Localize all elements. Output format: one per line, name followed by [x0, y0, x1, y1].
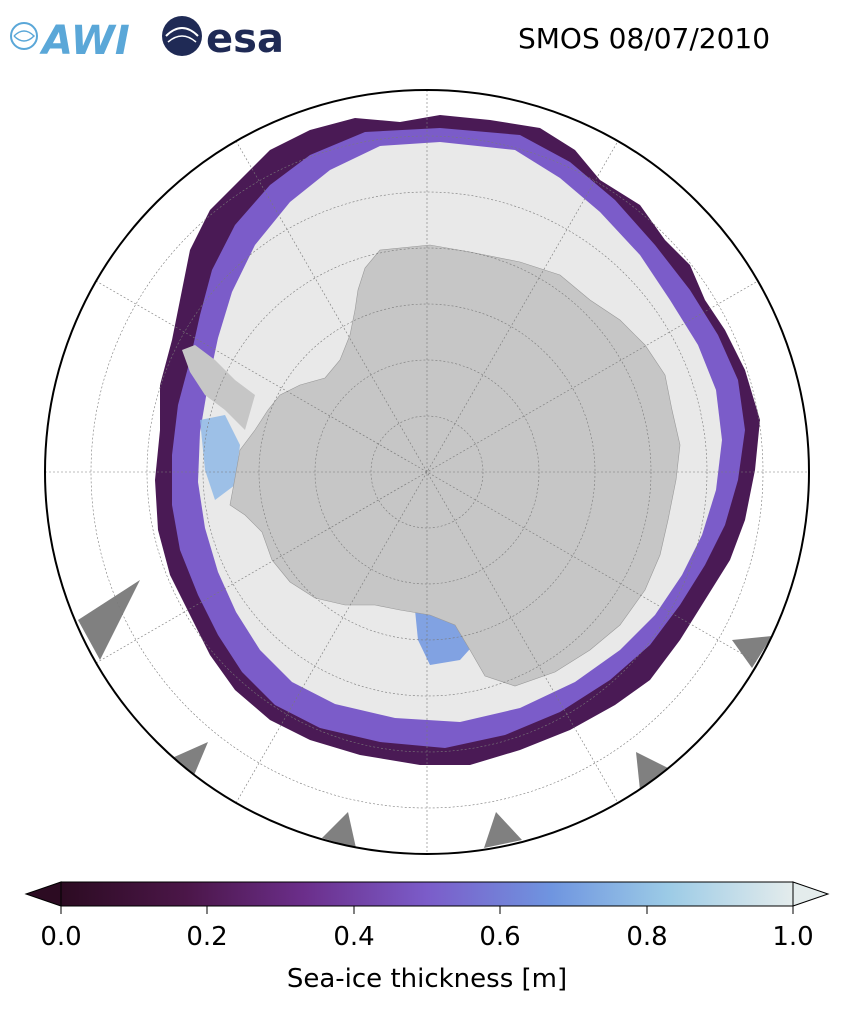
map-boundary [44, 89, 810, 855]
cb-tick-label: 0.4 [333, 922, 375, 952]
no-data-wedge [636, 752, 668, 790]
colorbar-tick-marks [60, 906, 794, 914]
colorbar-tick-labels: 0.0 0.2 0.4 0.6 0.8 1.0 [0, 922, 854, 962]
colorbar-extend-max [792, 881, 830, 907]
logos: AWI esa [10, 16, 284, 64]
awi-logo: AWI [10, 18, 130, 64]
colorbar-extend-min [24, 881, 62, 907]
no-data-wedge [78, 580, 140, 660]
antarctica [229, 244, 681, 687]
cb-tick-label: 0.8 [626, 922, 668, 952]
no-data-wedge [484, 812, 522, 848]
cb-tick-label: 1.0 [772, 922, 814, 952]
graticule [45, 90, 809, 854]
no-data-wedge [322, 812, 356, 848]
antarctic-peninsula [182, 345, 255, 430]
awi-wordmark: AWI [39, 18, 130, 64]
thin-ice-patch [200, 415, 240, 500]
esa-wordmark: esa [206, 16, 284, 62]
colorbar-gradient [60, 881, 794, 907]
no-data-wedge [732, 636, 772, 668]
polar-map [44, 89, 810, 855]
colorbar-label: Sea-ice thickness [m] [286, 964, 568, 994]
no-data-wedge [172, 742, 208, 780]
map-title: SMOS 08/07/2010 [518, 22, 771, 55]
cb-tick-label: 0.2 [186, 922, 228, 952]
colorbar [24, 881, 830, 914]
cb-tick-label: 0.6 [479, 922, 521, 952]
esa-logo: esa [162, 16, 284, 62]
cb-tick-label: 0.0 [40, 922, 82, 952]
